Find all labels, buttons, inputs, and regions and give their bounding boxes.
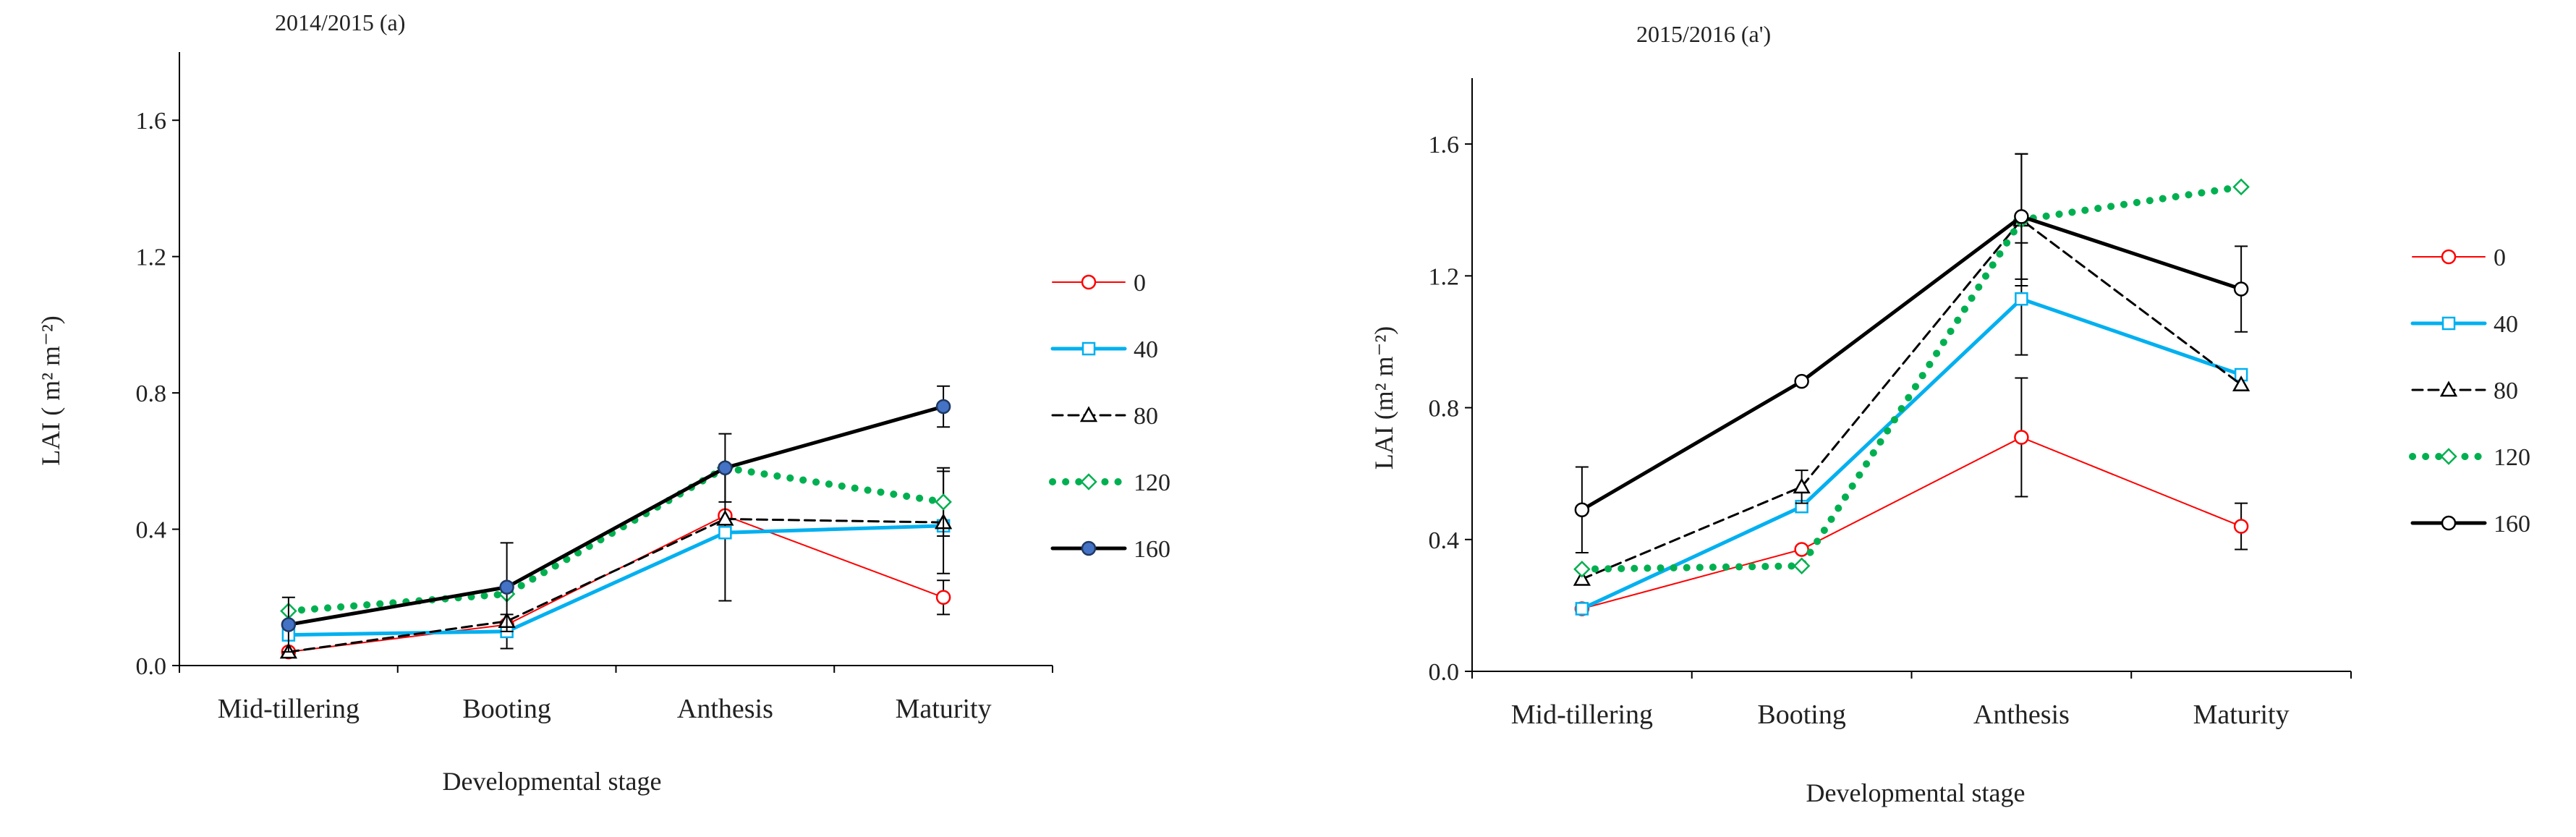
legend-marker-0: [2441, 249, 2457, 265]
plot-area: [1573, 153, 2250, 616]
legend-marker-40: [2441, 316, 2456, 331]
data-point-80: [1793, 477, 1811, 494]
data-point-120: [935, 493, 952, 511]
legend-label-40: 40: [1134, 336, 1158, 363]
legend-label-80: 80: [1134, 403, 1158, 430]
axes: 0.0 0.4 0.8 1.2 1.6 Mid-tillering Booting Anthe…: [1429, 78, 2352, 730]
data-point-160: [1794, 373, 1809, 389]
data-point-0: [1794, 542, 1809, 557]
series-line-160: [286, 404, 945, 626]
legend-marker-120: [2440, 448, 2457, 465]
series-line-40: [286, 524, 945, 637]
legend-marker-40: [1081, 341, 1096, 356]
data-point-160: [718, 460, 733, 476]
data-point-40: [2015, 292, 2028, 306]
data-point-40: [1575, 602, 1589, 616]
legend-label-160: 160: [1134, 536, 1170, 563]
data-point-120: [1573, 561, 1591, 578]
data-point-160: [2014, 209, 2029, 224]
axes: 0.0 0.4 0.8 1.2 1.6 Mid-tillering Booting Anthe…: [136, 52, 1053, 724]
legend-label-120: 120: [1134, 470, 1170, 496]
data-point-160: [281, 617, 297, 632]
chart-panel-2014-2015: 2014/2015 (a) LAI ( m² m⁻²) Developmenta…: [36, 9, 1170, 796]
data-point-80: [716, 509, 734, 526]
panel-title: 2014/2015 (a): [275, 9, 405, 35]
legend-marker-160: [2441, 515, 2457, 531]
x-tick-label: Booting: [1757, 700, 1845, 730]
legend-label-160: 160: [2494, 511, 2530, 538]
legend-marker-120: [1080, 473, 1097, 490]
y-axis-title: LAI ( m² m⁻²): [36, 315, 65, 466]
data-point-80: [1573, 569, 1591, 586]
y-tick-label: 0.4: [136, 517, 167, 544]
y-tick-label: 1.6: [1429, 132, 1460, 158]
legend-marker-0: [1081, 274, 1097, 290]
legend-label-120: 120: [2494, 444, 2530, 471]
x-tick-label: Anthesis: [677, 694, 773, 724]
legend-label-40: 40: [2494, 311, 2518, 338]
series-line-120: [284, 464, 948, 615]
y-tick-label: 0.0: [136, 653, 167, 680]
data-point-120: [1793, 557, 1811, 574]
data-point-40: [718, 526, 732, 540]
y-axis-title: LAI (m² m⁻²): [1369, 326, 1398, 470]
legend-label-0: 0: [2494, 245, 2506, 271]
legend: 0 40 80 120 160: [1049, 270, 1170, 563]
data-point-120: [2232, 178, 2250, 196]
y-tick-label: 1.6: [136, 108, 167, 135]
legend-label-80: 80: [2494, 378, 2518, 404]
series-line-40: [1580, 297, 2243, 611]
x-tick-label: Maturity: [2193, 700, 2290, 730]
data-point-160: [2233, 281, 2249, 297]
x-tick-label: Booting: [462, 694, 551, 724]
x-tick-label: Mid-tillering: [218, 694, 360, 724]
data-point-0: [2014, 430, 2029, 445]
data-point-80: [2232, 375, 2250, 391]
x-axis-title: Developmental stage: [443, 767, 662, 796]
x-tick-label: Anthesis: [1973, 700, 2070, 730]
legend-marker-160: [1081, 540, 1097, 556]
y-tick-label: 0.0: [1429, 659, 1460, 686]
chart-panel-2015-2016: 2015/2016 (a') LAI (m² m⁻²) Developmenta…: [1369, 21, 2530, 807]
series-line-80: [1581, 218, 2243, 580]
y-tick-label: 1.2: [1429, 263, 1460, 290]
plot-area: [279, 385, 953, 660]
data-point-160: [499, 579, 514, 595]
panel-title: 2015/2016 (a'): [1636, 21, 1771, 47]
x-tick-label: Mid-tillering: [1511, 700, 1653, 730]
series-line-0: [1581, 436, 2243, 610]
legend: 0 40 80 120 160: [2409, 245, 2530, 538]
y-tick-label: 0.8: [1429, 396, 1460, 422]
series-line-160: [1580, 214, 2243, 512]
x-tick-label: Maturity: [896, 694, 992, 724]
legend-label-0: 0: [1134, 270, 1146, 297]
data-point-0: [935, 590, 951, 606]
data-point-160: [935, 399, 951, 415]
series-line-80: [287, 517, 945, 653]
y-tick-label: 0.8: [136, 381, 167, 407]
data-point-160: [1574, 502, 1590, 518]
legend-marker-80: [2439, 381, 2458, 397]
y-tick-label: 1.2: [136, 245, 167, 271]
x-axis-title: Developmental stage: [1806, 778, 2025, 807]
data-point-0: [2233, 519, 2249, 534]
series-line-120: [1578, 183, 2245, 573]
legend-marker-80: [1079, 406, 1098, 422]
y-tick-label: 0.4: [1429, 527, 1460, 554]
